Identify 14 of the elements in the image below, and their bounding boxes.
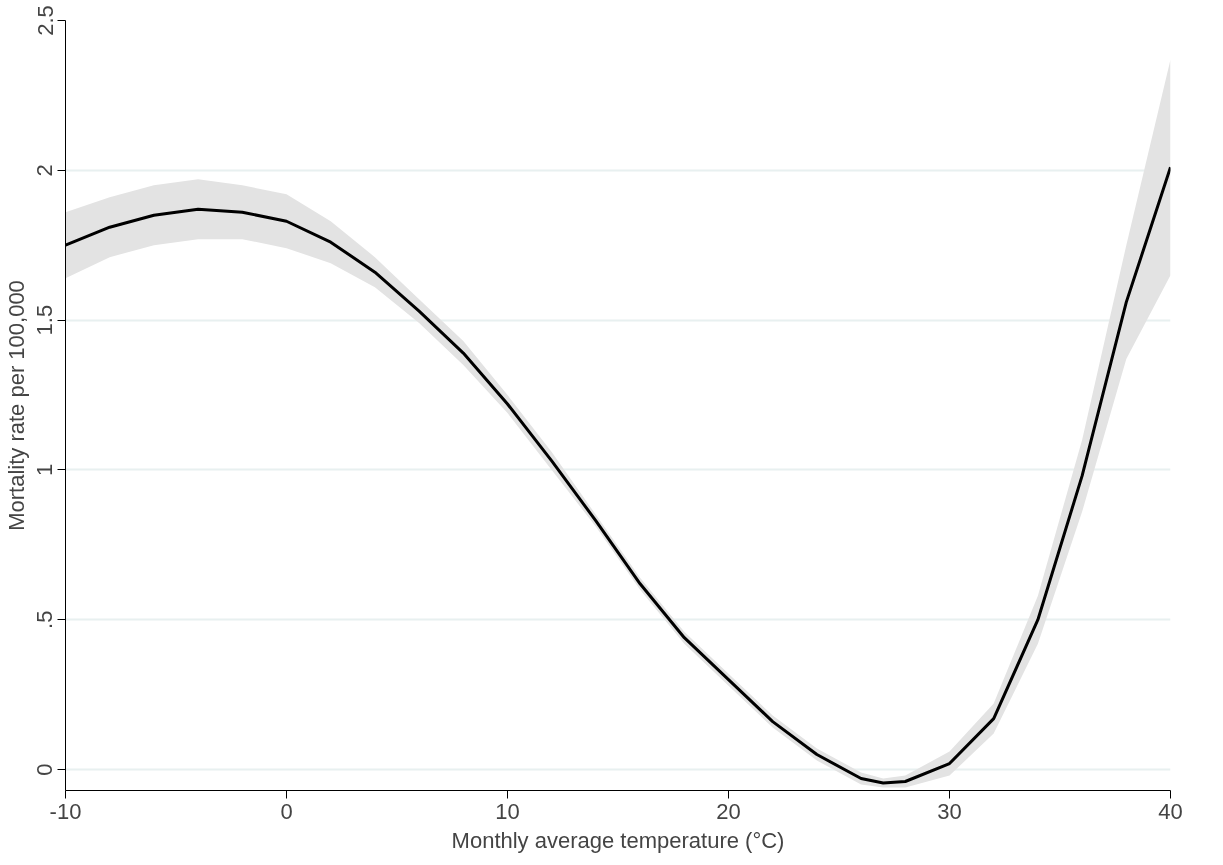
x-axis-title: Monthly average temperature (°C) xyxy=(451,827,785,853)
x-tick-label: 0 xyxy=(280,798,293,824)
x-tick-label: 20 xyxy=(716,798,741,824)
y-tick-label: 1 xyxy=(32,463,58,477)
x-tick-label: 30 xyxy=(937,798,962,824)
x-tick-label: 10 xyxy=(495,798,520,824)
y-tick-label: 1.5 xyxy=(32,304,58,336)
x-tick-label: 40 xyxy=(1158,798,1183,824)
y-tick-label: 2.5 xyxy=(32,5,58,36)
y-tick-label: .5 xyxy=(32,610,58,629)
y-tick-label: 0 xyxy=(32,763,58,776)
x-tick-label: -10 xyxy=(49,798,82,824)
y-axis-title: Mortality rate per 100,000 xyxy=(3,280,29,531)
y-tick-label: 2 xyxy=(32,164,58,177)
